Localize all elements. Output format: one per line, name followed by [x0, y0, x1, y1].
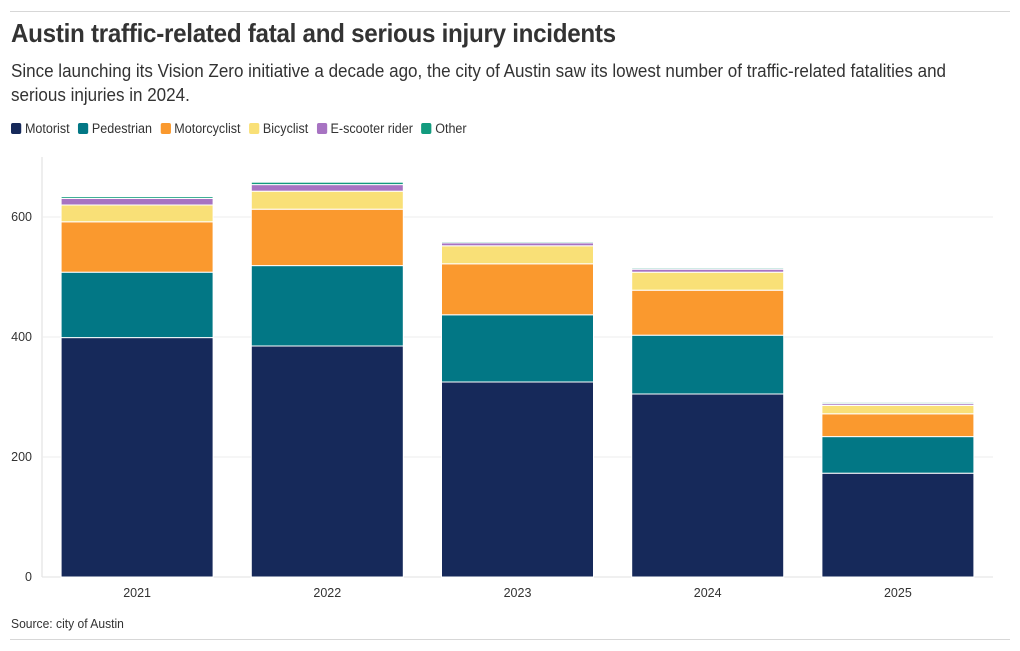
source-note: Source: city of Austin — [11, 616, 124, 631]
legend-item-bicyclist: Bicyclist — [248, 120, 309, 136]
x-tick-label: 2025 — [884, 586, 912, 600]
legend-item-other: Other — [421, 120, 467, 136]
top-rule — [10, 11, 1010, 12]
x-tick-label: 2022 — [313, 586, 341, 600]
y-tick-label: 0 — [25, 570, 32, 584]
bar-segment-other-2024 — [631, 267, 785, 270]
legend-item-motorcyclist: Motorcyclist — [160, 120, 241, 136]
x-tick-label: 2021 — [123, 586, 151, 600]
bar-segment-pedestrian-2022 — [250, 265, 404, 347]
bar-segment-motorist-2025 — [821, 472, 975, 578]
y-tick-label: 200 — [11, 450, 32, 464]
bar-segment-bicyclist-2023 — [441, 245, 594, 265]
legend-swatch — [421, 122, 432, 134]
x-tick-label: 2024 — [694, 586, 722, 600]
legend-label: Bicyclist — [262, 120, 309, 136]
bar-segment-motorist-2023 — [441, 381, 594, 578]
bar-segment-motorist-2021 — [60, 337, 214, 578]
legend-swatch — [316, 122, 327, 134]
bar-segment-other-2023 — [441, 241, 594, 244]
bottom-rule — [10, 639, 1010, 640]
bar-segment-motorcyclist-2021 — [60, 221, 214, 273]
bar-segment-other-2022 — [250, 181, 404, 186]
x-tick-label: 2023 — [504, 586, 532, 600]
y-tick-label: 400 — [11, 330, 32, 344]
bar-segment-bicyclist-2021 — [60, 204, 214, 223]
bar-segment-pedestrian-2023 — [441, 314, 594, 383]
chart-subtitle: Since launching its Vision Zero initiati… — [11, 60, 947, 105]
bar-segment-e-scooter-rider-2021 — [60, 197, 214, 206]
bar-segment-pedestrian-2021 — [60, 271, 214, 339]
legend-swatch — [160, 122, 171, 134]
bar-segment-bicyclist-2024 — [631, 271, 785, 291]
legend-swatch — [11, 122, 22, 134]
bar-segment-motorist-2022 — [250, 345, 404, 578]
bar-segment-motorist-2024 — [631, 393, 785, 578]
bar-segment-bicyclist-2025 — [821, 404, 975, 415]
bar-segment-e-scooter-rider-2022 — [250, 184, 404, 192]
legend-swatch — [248, 122, 260, 134]
legend-item-pedestrian: Pedestrian — [77, 120, 152, 136]
legend-label: Other — [435, 120, 467, 136]
bar-segment-pedestrian-2025 — [821, 436, 975, 474]
legend-label: Motorist — [24, 120, 70, 136]
legend-label: E-scooter rider — [330, 120, 413, 136]
bar-segment-other-2021 — [60, 196, 214, 199]
bar-segment-other-2025 — [821, 401, 975, 405]
bar-segment-bicyclist-2022 — [250, 190, 404, 210]
bar-segment-motorcyclist-2025 — [821, 413, 975, 438]
y-tick-label: 600 — [11, 210, 32, 224]
legend-label: Motorcyclist — [174, 120, 241, 136]
legend: Motorist Pedestrian Motorcyclist Bicyclist E… — [11, 119, 475, 137]
chart-title: Austin traffic-related fatal and serious… — [11, 18, 616, 48]
legend-item-e-scooter-rider: E-scooter rider — [316, 120, 413, 136]
bar-segment-motorcyclist-2023 — [441, 263, 594, 316]
legend-item-motorist: Motorist — [11, 121, 70, 136]
bar-segment-motorcyclist-2022 — [250, 208, 404, 267]
bar-segment-pedestrian-2024 — [631, 334, 785, 395]
bar-segment-motorcyclist-2024 — [631, 289, 785, 336]
legend-label: Pedestrian — [91, 120, 152, 136]
legend-swatch — [77, 122, 89, 134]
